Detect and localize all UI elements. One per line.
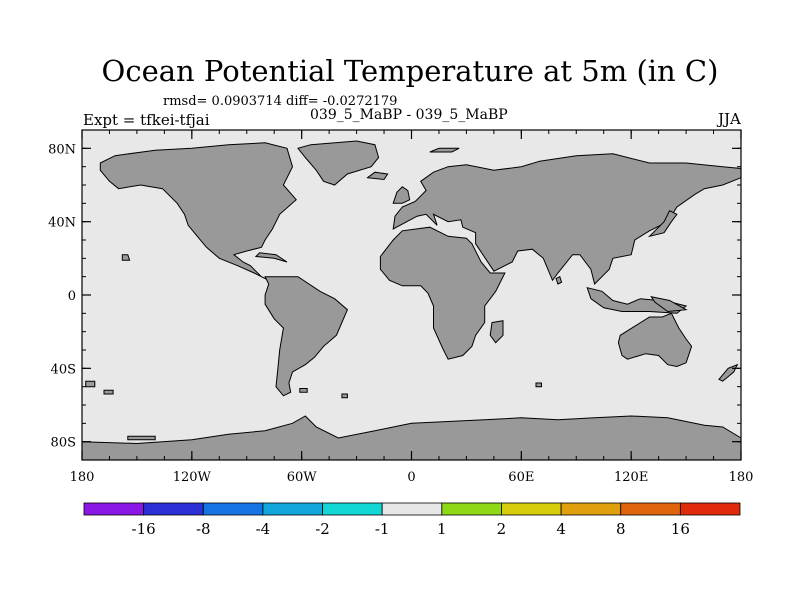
- landmass-japan: [647, 210, 678, 238]
- colorbar-label: -8: [196, 520, 211, 538]
- colorbar-swatch: [83, 502, 145, 516]
- season-label: JJA: [718, 110, 741, 128]
- landmass-new-guinea: [650, 296, 688, 313]
- landmass-south-georgia: [341, 393, 348, 399]
- y-tick-label: 80N: [48, 142, 76, 157]
- colorbar-label: 2: [497, 520, 507, 538]
- colorbar-label: -2: [315, 520, 330, 538]
- colorbar-label: 1: [437, 520, 447, 538]
- map-plot-area: [81, 130, 742, 461]
- colorbar-label: 16: [671, 520, 690, 538]
- colorbar-swatch: [620, 502, 681, 516]
- x-tick-label: 180: [70, 470, 95, 485]
- y-tick-label: 80S: [51, 436, 76, 451]
- colorbar-label: -16: [132, 520, 156, 538]
- landmass-eurasia: [392, 153, 742, 285]
- colorbar-label: 8: [616, 520, 626, 538]
- colorbar-swatch: [501, 502, 562, 516]
- plot-title: Ocean Potential Temperature at 5m (in C): [101, 54, 719, 88]
- x-tick-label: 60E: [508, 470, 534, 485]
- colorbar-swatch: [679, 502, 741, 516]
- colorbar-swatch: [202, 502, 264, 516]
- colorbar-swatch: [262, 502, 323, 516]
- period-label: 039_5_MaBP - 039_5_MaBP: [310, 107, 508, 123]
- colorbar-swatch: [381, 502, 443, 516]
- landmass-caribbean: [254, 252, 288, 263]
- landmass-pacific-island-b: [103, 389, 114, 395]
- landmass-greenland: [297, 140, 380, 186]
- landmass-australia: [617, 312, 693, 368]
- x-tick-label: 180: [729, 470, 754, 485]
- landmass-madagascar: [489, 320, 504, 344]
- landmass-pacific-island-a: [85, 380, 96, 388]
- stats-line: rmsd= 0.0903714 diff= -0.0272179: [163, 94, 398, 109]
- x-tick-label: 120W: [173, 470, 212, 485]
- y-tick-label: 0: [68, 289, 76, 304]
- x-tick-label: 120E: [614, 470, 648, 485]
- y-tick-label: 40S: [51, 362, 76, 377]
- landmass-ross-ice-strip: [127, 435, 156, 441]
- landmass-north-america: [99, 142, 297, 281]
- colorbar-label: 4: [556, 520, 566, 538]
- colorbar-swatch: [143, 502, 204, 516]
- landmass-antarctica: [81, 415, 742, 461]
- colorbar-label: -4: [256, 520, 271, 538]
- landmass-africa: [379, 226, 506, 360]
- landmass-british-isles: [392, 186, 411, 204]
- x-tick-label: 0: [407, 470, 415, 485]
- x-tick-label: 60W: [287, 470, 318, 485]
- landmass-kerguelen: [535, 382, 542, 388]
- colorbar: -16 -8 -4 -2 -1 1 2 4 8 16: [83, 502, 741, 538]
- landmass-iceland: [366, 171, 389, 181]
- colorbar-label: -1: [375, 520, 390, 538]
- landmass-sri-lanka: [555, 275, 563, 285]
- landmass-falklands: [299, 388, 308, 393]
- y-tick-label: 40N: [48, 216, 76, 231]
- experiment-label: Expt = tfkei-tfjai: [83, 111, 210, 129]
- map-axes: 180 120W 60W 0 60E 120E 180 80N 40N 0 40S 80S: [48, 129, 754, 485]
- colorbar-swatch: [322, 502, 383, 516]
- landmass-hawaii: [121, 254, 131, 261]
- landmass-south-america: [264, 276, 349, 397]
- colorbar-swatch: [441, 502, 502, 516]
- colorbar-swatch: [560, 502, 622, 516]
- landmass-svalbard: [429, 147, 460, 153]
